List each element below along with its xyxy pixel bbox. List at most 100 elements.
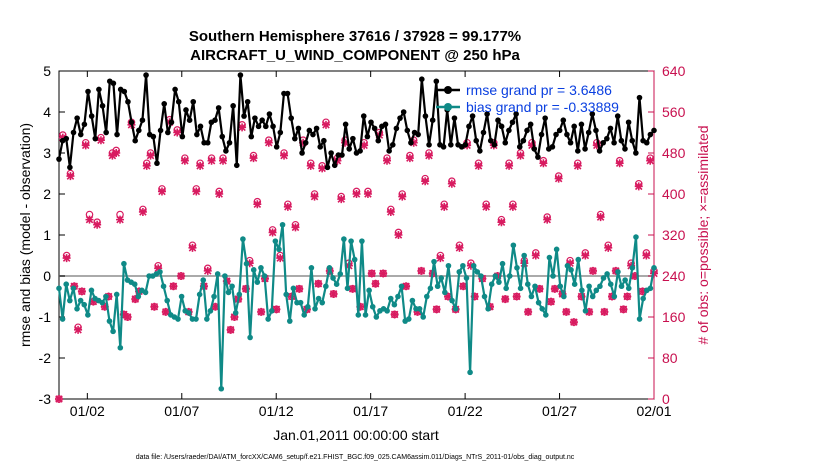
rmse-point — [451, 115, 458, 121]
obs-assimilated-point — [623, 292, 632, 301]
rmse-point — [429, 117, 436, 123]
rmse-point — [426, 142, 432, 148]
bias-point — [499, 260, 506, 267]
obs-assimilated-point — [508, 202, 517, 211]
rmse-point — [368, 119, 374, 126]
bias-point — [600, 275, 607, 281]
rmse-point — [248, 133, 255, 140]
legend-rmse-marker — [444, 86, 452, 94]
obs-assimilated-point — [77, 287, 86, 296]
rmse-point — [161, 101, 168, 107]
rmse-point — [288, 115, 294, 121]
obs-assimilated-point — [588, 266, 597, 275]
bias-point — [276, 246, 282, 253]
rmse-point — [346, 146, 353, 152]
bias-point — [492, 273, 499, 279]
bias-point — [279, 221, 286, 228]
obs-assimilated-point — [249, 154, 258, 163]
bias-point — [481, 293, 488, 300]
bias-point — [157, 269, 163, 275]
bias-point — [629, 265, 636, 271]
obs-assimilated-point — [203, 266, 212, 275]
y-axis-left-label: rmse and bias (model - observation) — [17, 123, 33, 347]
bias-point — [611, 293, 618, 300]
obs-assimilated-point — [459, 282, 468, 291]
bias-point — [243, 260, 250, 267]
y-tick-label-right: 320 — [662, 227, 686, 243]
obs-assimilated-point — [131, 295, 140, 304]
obs-assimilated-point — [177, 272, 186, 280]
rmse-point — [535, 154, 541, 160]
obs-assimilated-point — [348, 284, 357, 293]
obs-assimilated-point — [291, 223, 300, 232]
obs-assimilated-point — [417, 266, 426, 275]
obs-assimilated-point — [524, 307, 533, 316]
rmse-point — [415, 131, 421, 138]
bias-point — [337, 271, 344, 277]
obs-assimilated-point — [188, 243, 197, 252]
y-tick-label-left: 0 — [43, 268, 51, 284]
rmse-point — [194, 131, 200, 138]
obs-assimilated-point — [569, 318, 578, 327]
obs-assimilated-point — [226, 325, 235, 334]
bias-point — [564, 262, 571, 269]
obs-assimilated-point — [337, 195, 346, 204]
legend-rmse-label: rmse grand pr = 3.6486 — [466, 82, 612, 98]
rmse-point — [259, 117, 265, 123]
obs-assimilated-point — [405, 154, 414, 163]
rmse-point — [531, 146, 538, 152]
bias-point — [232, 310, 239, 316]
obs-assimilated-point — [142, 161, 151, 170]
bias-point — [330, 275, 336, 281]
rmse-point — [448, 142, 454, 148]
obs-assimilated-point — [341, 138, 350, 147]
bias-point — [427, 285, 434, 292]
y-tick-label-left: 3 — [43, 145, 51, 161]
bias-point — [85, 312, 91, 318]
bias-point — [88, 287, 95, 294]
x-axis-label: Jan.01,2011 00:00:00 start — [273, 427, 439, 443]
rmse-point — [81, 121, 88, 128]
rmse-point — [88, 113, 95, 119]
obs-assimilated-point — [363, 190, 372, 198]
obs-assimilated-point — [169, 282, 178, 291]
bias-point — [384, 308, 390, 314]
obs-assimilated-point — [630, 272, 639, 280]
bias-point — [510, 242, 517, 249]
bias-point — [362, 312, 369, 318]
obs-assimilated-point — [280, 151, 289, 160]
bias-point — [272, 238, 279, 244]
rmse-point — [295, 125, 302, 132]
legend: rmse grand pr = 3.6486 bias grand pr = -… — [436, 82, 619, 115]
rmse-point — [440, 144, 447, 150]
rmse-point — [70, 129, 77, 136]
bias-point — [254, 279, 261, 285]
obs-assimilated-point — [577, 292, 586, 301]
rmse-point — [567, 139, 574, 146]
rmse-point — [607, 125, 614, 132]
obs-assimilated-point — [360, 141, 369, 150]
bias-point — [70, 285, 77, 292]
y-tick-label-left: -3 — [39, 391, 52, 407]
obs-assimilated-point — [547, 297, 556, 306]
obs-assimilated-point — [562, 307, 571, 316]
obs-assimilated-point — [295, 284, 304, 293]
rmse-point — [132, 137, 138, 144]
rmse-point — [324, 164, 331, 171]
obs-assimilated-point — [505, 161, 514, 170]
bias-point — [442, 289, 448, 296]
bias-point — [398, 283, 405, 290]
rmse-point — [575, 148, 581, 154]
bias-point — [615, 269, 621, 275]
rmse-point — [183, 107, 189, 113]
x-tick-label: 01/12 — [259, 403, 294, 419]
obs-assimilated-point — [100, 302, 109, 311]
obs-assimilated-point — [108, 151, 117, 160]
obs-assimilated-point — [398, 192, 407, 201]
rmse-point — [484, 111, 490, 117]
rmse-point — [419, 76, 425, 82]
bias-point — [319, 299, 326, 306]
rmse-point — [408, 139, 414, 146]
obs-assimilated-point — [356, 302, 365, 311]
bias-point — [589, 293, 596, 300]
